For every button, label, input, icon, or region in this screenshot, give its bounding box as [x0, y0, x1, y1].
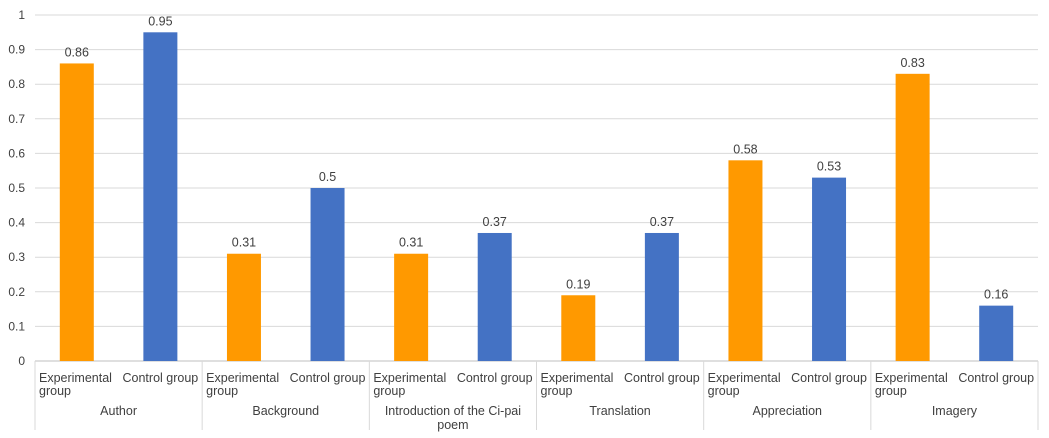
y-tick-label: 1 [18, 8, 25, 22]
bar [394, 253, 429, 361]
category-label: Control group [791, 371, 867, 385]
y-tick-label: 0.3 [8, 250, 25, 264]
bar [143, 32, 178, 362]
category-label: Control group [290, 371, 366, 385]
category-label: Experimental [206, 371, 279, 385]
data-label: 0.5 [319, 170, 336, 184]
group-label: Introduction of the Ci-pai [385, 404, 521, 418]
category-label: group [39, 384, 71, 398]
group-label: Translation [589, 404, 650, 418]
category-label: Control group [123, 371, 199, 385]
category-label: group [875, 384, 907, 398]
category-label: Experimental [39, 371, 112, 385]
bar [226, 253, 261, 361]
data-label: 0.53 [817, 160, 841, 174]
category-label: Control group [624, 371, 700, 385]
y-tick-label: 0 [18, 354, 25, 368]
category-label: Experimental [875, 371, 948, 385]
bar [644, 232, 679, 361]
bar [59, 63, 94, 361]
y-tick-label: 0.4 [8, 216, 25, 230]
y-tick-label: 0.8 [8, 77, 25, 91]
data-label: 0.31 [232, 236, 256, 250]
data-label: 0.37 [483, 215, 507, 229]
y-tick-label: 0.1 [8, 319, 25, 333]
group-label: Background [252, 404, 319, 418]
bar [812, 177, 847, 361]
data-label: 0.95 [148, 14, 172, 28]
y-tick-label: 0.2 [8, 285, 25, 299]
data-label: 0.37 [650, 215, 674, 229]
category-label: Experimental [373, 371, 446, 385]
data-label: 0.19 [566, 277, 590, 291]
group-label: Author [100, 404, 137, 418]
y-tick-label: 0.6 [8, 146, 25, 160]
data-label: 0.31 [399, 236, 423, 250]
bar [310, 188, 345, 361]
category-label: Control group [457, 371, 533, 385]
group-label: Imagery [932, 404, 978, 418]
category-label: group [373, 384, 405, 398]
category-label: Experimental [541, 371, 614, 385]
group-label: poem [437, 418, 468, 432]
group-label: Appreciation [753, 404, 823, 418]
data-label: 0.86 [65, 45, 89, 59]
bar [979, 305, 1014, 361]
bar [561, 295, 596, 361]
data-label: 0.58 [733, 142, 757, 156]
y-tick-label: 0.5 [8, 181, 25, 195]
y-tick-label: 0.9 [8, 43, 25, 57]
y-tick-label: 0.7 [8, 112, 25, 126]
data-label: 0.16 [984, 288, 1008, 302]
category-label: group [206, 384, 238, 398]
category-label: group [541, 384, 573, 398]
category-label: Control group [958, 371, 1034, 385]
data-label: 0.83 [900, 56, 924, 70]
category-label: group [708, 384, 740, 398]
bar [477, 232, 512, 361]
bar [728, 160, 763, 361]
category-label: Experimental [708, 371, 781, 385]
bar [895, 73, 930, 361]
